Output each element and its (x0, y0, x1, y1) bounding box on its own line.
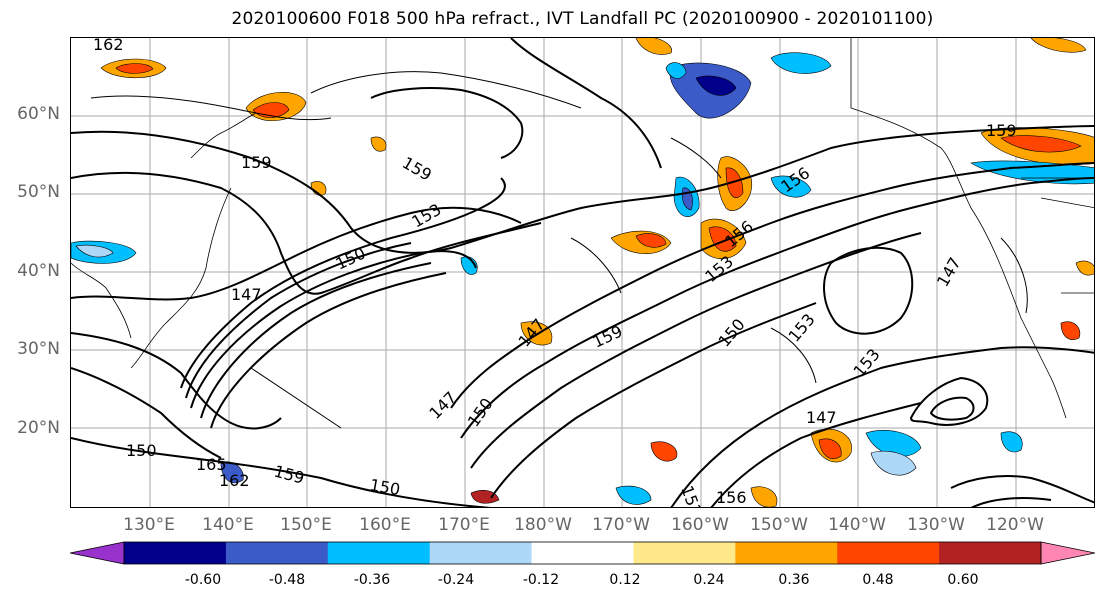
contour-label: 165 (196, 455, 227, 474)
colorbar-tick-label: -0.36 (353, 572, 391, 588)
contour-label: 147 (425, 388, 460, 423)
colorbar-tick-label: 0.36 (778, 572, 810, 588)
lon-label: 170°W (592, 515, 650, 535)
contour-label: 153 (409, 200, 445, 232)
contour-label: 159 (986, 121, 1017, 140)
plot-title: 2020100600 F018 500 hPa refract., IVT La… (231, 9, 934, 29)
colorbar-frame (123, 541, 1042, 565)
colorbar-tick-label: -0.60 (184, 572, 222, 588)
colorbar-tick-label: -0.24 (437, 572, 475, 588)
graticule (71, 38, 1094, 507)
colorbar-cell (735, 542, 838, 564)
contour-label: 147 (806, 408, 837, 427)
contour-label: 159 (399, 153, 435, 185)
colorbar-cell (633, 542, 736, 564)
secondary-contours (90, 71, 1028, 429)
ivt-pc-shading (71, 38, 1094, 507)
contour-label: 162 (219, 471, 250, 490)
lon-label: 130°W (907, 515, 965, 535)
colorbar-cell (429, 542, 533, 564)
colorbar-tick-label: 0.60 (947, 572, 979, 588)
colorbar-extend-min (70, 541, 125, 565)
lon-label: 120°W (986, 515, 1044, 535)
colorbar-cell (939, 542, 1042, 564)
lon-label: 140°E (202, 515, 254, 535)
lat-label-50n: 50°N (17, 182, 60, 202)
contour-label: 156 (716, 488, 747, 507)
height-contours (71, 38, 1094, 507)
colorbar-tick-label: 0.48 (862, 572, 894, 588)
contour-label: 150 (464, 394, 497, 430)
colorbar-cell (531, 542, 634, 564)
lon-label: 160°E (359, 515, 411, 535)
lon-label: 140°W (828, 515, 886, 535)
colorbar-cell (837, 542, 940, 564)
lon-label: 130°E (123, 515, 175, 535)
contour-label: 150 (715, 315, 749, 351)
colorbar-tick-label: 0.24 (693, 572, 725, 588)
lat-label-60n: 60°N (17, 104, 60, 124)
lat-label-30n: 30°N (17, 339, 60, 359)
map-canvas: 162 159 159 153 150 147 147 147 150 153 … (71, 38, 1094, 507)
colorbar-cell (327, 542, 431, 564)
contour-label: 150 (126, 441, 157, 460)
contour-label: 159 (590, 321, 626, 351)
colorbar-tick-label: -0.12 (522, 572, 560, 588)
coastlines (71, 38, 1094, 419)
colorbar-cells (70, 541, 1095, 565)
colorbar-tick-label: -0.48 (268, 572, 306, 588)
lat-label-20n: 20°N (17, 418, 60, 438)
colorbar-tick-label: 0.12 (609, 572, 641, 588)
lon-label: 180°W (514, 515, 572, 535)
map-panel: 162 159 159 153 150 147 147 147 150 153 … (70, 37, 1095, 508)
lon-label: 160°W (671, 515, 729, 535)
lon-label: 150°W (750, 515, 808, 535)
colorbar-extend-max (1040, 541, 1095, 565)
colorbar-cell (124, 542, 227, 564)
contour-label: 150 (368, 475, 401, 499)
contour-label: 159 (241, 153, 272, 172)
lat-label-40n: 40°N (17, 261, 60, 281)
contour-label: 159 (272, 462, 306, 488)
contour-label: 147 (231, 285, 262, 304)
lon-label: 170°E (438, 515, 490, 535)
colorbar (70, 541, 1095, 565)
lon-label: 150°E (280, 515, 332, 535)
colorbar-cell (225, 542, 329, 564)
contour-label: 162 (93, 38, 124, 54)
